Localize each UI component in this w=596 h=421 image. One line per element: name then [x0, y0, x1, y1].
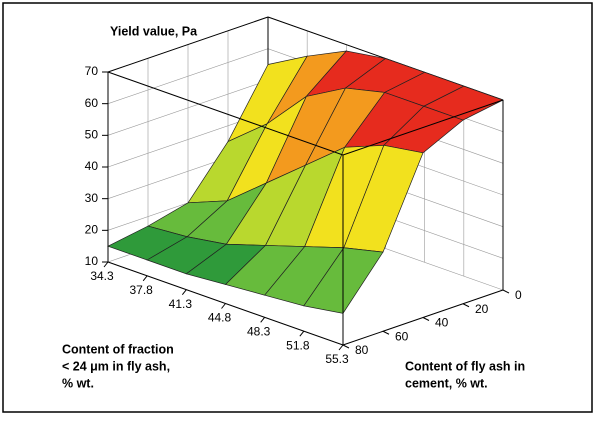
x-tick-label: 37.8	[129, 283, 153, 297]
x-tick-label: 48.3	[247, 325, 271, 339]
tick-mark	[422, 317, 430, 321]
y-axis-label-line: cement, % wt.	[405, 376, 488, 390]
tick-mark	[142, 275, 148, 282]
y-axis-label-line: Content of fly ash in	[405, 359, 525, 373]
y-tick-label: 60	[395, 329, 409, 343]
tick-mark	[299, 330, 305, 337]
tick-mark	[502, 289, 510, 294]
x-tick-label: 34.3	[90, 269, 114, 283]
y-tick-label: 40	[435, 316, 449, 330]
z-tick-label: 60	[85, 96, 99, 110]
z-tick-label: 20	[85, 223, 99, 237]
tick-mark	[462, 303, 470, 308]
z-tick-label: 30	[85, 191, 99, 205]
z-tick-label: 50	[85, 128, 99, 142]
y-tick-label: 0	[515, 288, 522, 302]
tick-mark	[103, 261, 109, 268]
x-axis-label: Content of fraction < 24 μm in fly ash, % …	[62, 342, 174, 390]
tick-mark	[338, 344, 344, 351]
y-tick-label: 80	[355, 343, 369, 357]
box-edge	[107, 71, 344, 156]
tick-mark	[382, 330, 390, 335]
tick-mark	[181, 289, 187, 295]
x-axis-label-line: < 24 μm in fly ash,	[62, 359, 170, 373]
x-axis-label-line: % wt.	[62, 376, 94, 390]
chart-title: Yield value, Pa	[110, 24, 198, 38]
tick-mark	[260, 317, 266, 323]
z-tick-label: 40	[85, 159, 99, 173]
tick-mark	[342, 344, 350, 349]
x-tick-label: 55.3	[325, 352, 349, 366]
box-edge	[107, 16, 269, 73]
x-tick-label: 51.8	[286, 338, 310, 352]
x-tick-label: 41.3	[169, 297, 193, 311]
x-axis-label-line: Content of fraction	[62, 342, 174, 356]
x-tick-label: 44.8	[208, 311, 232, 325]
z-tick-label: 70	[85, 64, 99, 78]
box-edge	[342, 99, 504, 156]
z-tick-label: 10	[85, 254, 99, 268]
tick-mark	[221, 303, 226, 309]
y-axis-label: Content of fly ash in cement, % wt.	[405, 359, 525, 390]
y-tick-label: 20	[475, 302, 489, 316]
